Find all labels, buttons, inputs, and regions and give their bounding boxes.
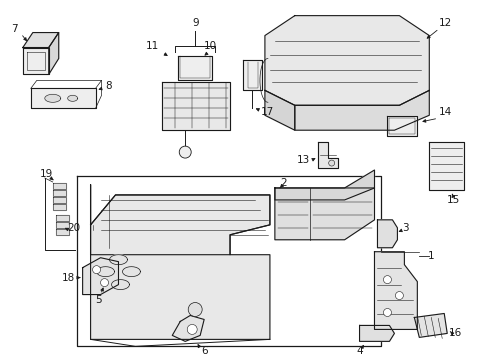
Circle shape: [383, 309, 390, 316]
Text: 9: 9: [191, 18, 198, 28]
Polygon shape: [122, 267, 140, 276]
Text: 18: 18: [62, 273, 75, 283]
Polygon shape: [49, 32, 59, 75]
Text: 5: 5: [95, 294, 102, 305]
Polygon shape: [178, 57, 212, 80]
Text: 6: 6: [201, 346, 207, 356]
Text: 2: 2: [280, 178, 286, 188]
Polygon shape: [45, 94, 61, 102]
Polygon shape: [274, 188, 374, 240]
Polygon shape: [172, 315, 203, 341]
Polygon shape: [317, 142, 337, 168]
Text: 17: 17: [261, 107, 274, 117]
Text: 12: 12: [438, 18, 451, 28]
Text: 7: 7: [12, 24, 18, 33]
Text: 14: 14: [438, 107, 451, 117]
Circle shape: [101, 279, 108, 287]
Text: 11: 11: [145, 41, 159, 50]
Polygon shape: [90, 185, 269, 255]
Polygon shape: [90, 195, 269, 339]
Polygon shape: [109, 255, 127, 265]
Polygon shape: [56, 222, 68, 228]
Circle shape: [92, 266, 101, 274]
Polygon shape: [53, 190, 65, 196]
Polygon shape: [374, 252, 416, 329]
Polygon shape: [23, 48, 49, 75]
Polygon shape: [428, 142, 463, 190]
Polygon shape: [23, 32, 59, 48]
Polygon shape: [162, 82, 229, 130]
Circle shape: [187, 324, 197, 334]
Text: 20: 20: [67, 223, 80, 233]
Text: 8: 8: [105, 81, 112, 91]
Text: 19: 19: [40, 169, 53, 179]
Polygon shape: [274, 170, 374, 200]
Polygon shape: [67, 95, 78, 101]
Polygon shape: [82, 258, 118, 294]
Circle shape: [179, 146, 191, 158]
Polygon shape: [386, 116, 416, 136]
Text: 10: 10: [203, 41, 216, 50]
Polygon shape: [264, 90, 294, 130]
Polygon shape: [53, 183, 65, 189]
Polygon shape: [56, 215, 68, 221]
Text: 4: 4: [356, 346, 362, 356]
Polygon shape: [243, 60, 262, 90]
Circle shape: [383, 276, 390, 284]
Text: 13: 13: [297, 155, 310, 165]
Polygon shape: [377, 220, 397, 248]
Circle shape: [328, 160, 334, 166]
Text: 1: 1: [427, 251, 434, 261]
Polygon shape: [53, 204, 65, 210]
Circle shape: [188, 302, 202, 316]
Polygon shape: [264, 15, 428, 105]
Polygon shape: [31, 88, 95, 108]
Polygon shape: [96, 267, 114, 276]
Polygon shape: [111, 280, 129, 289]
Polygon shape: [413, 314, 447, 337]
Polygon shape: [53, 197, 65, 203]
Text: 3: 3: [401, 223, 408, 233]
Text: 16: 16: [447, 328, 461, 338]
Circle shape: [395, 292, 403, 300]
Polygon shape: [56, 229, 68, 235]
Text: 15: 15: [446, 195, 459, 205]
Polygon shape: [294, 90, 428, 130]
Polygon shape: [359, 325, 394, 341]
